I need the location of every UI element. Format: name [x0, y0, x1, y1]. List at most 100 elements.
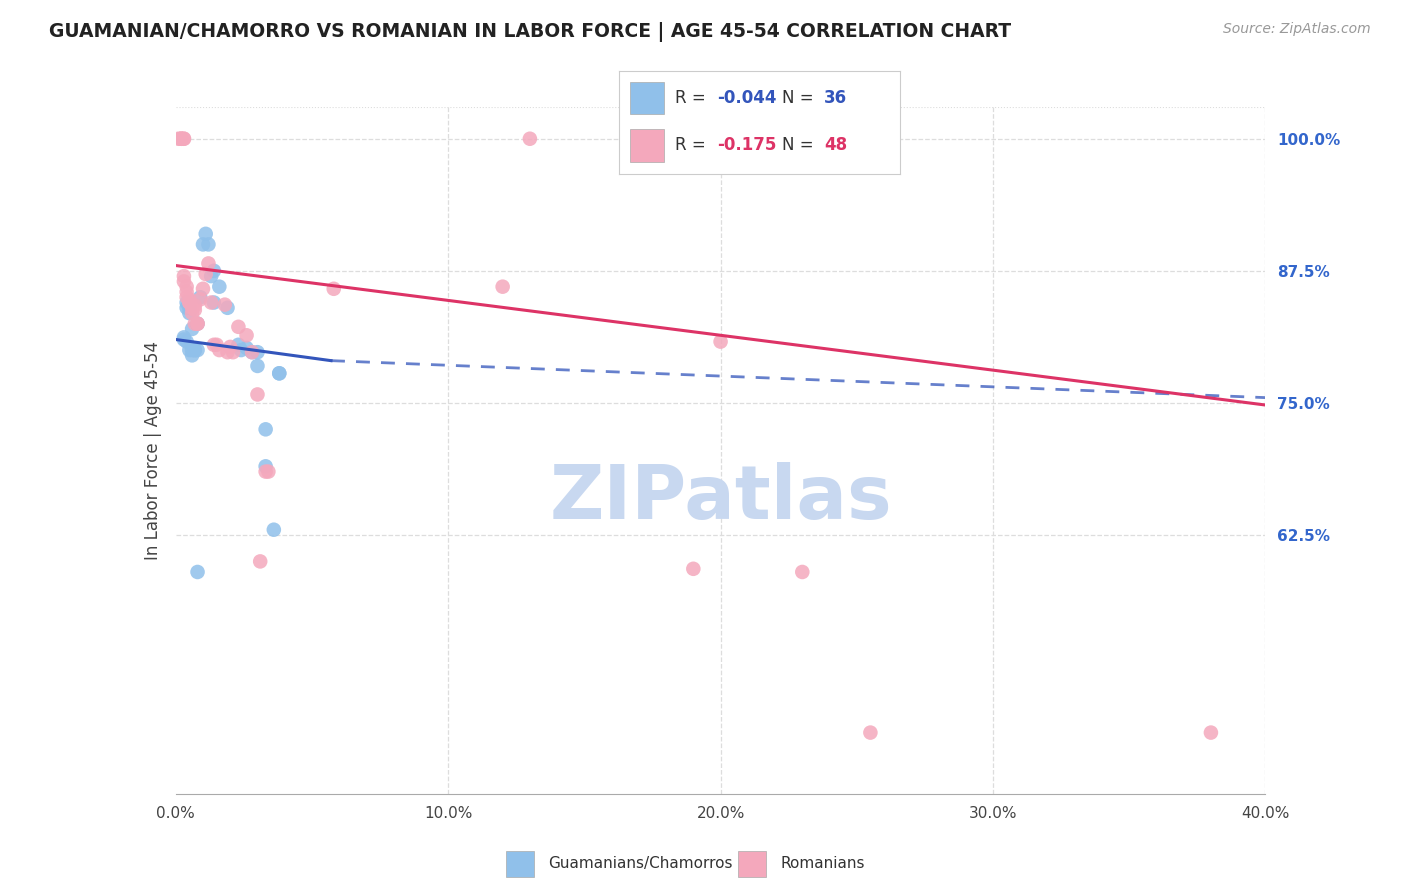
- Point: [519, 132, 541, 146]
- Text: GUAMANIAN/CHAMORRO VS ROMANIAN IN LABOR FORCE | AGE 45-54 CORRELATION CHART: GUAMANIAN/CHAMORRO VS ROMANIAN IN LABOR …: [49, 22, 1011, 42]
- Point: [235, 341, 257, 355]
- Point: [859, 725, 882, 739]
- Point: [246, 359, 269, 373]
- Point: [179, 343, 201, 357]
- Point: [222, 345, 245, 359]
- Point: [200, 269, 222, 284]
- Point: [249, 554, 271, 568]
- Point: [205, 338, 228, 352]
- Point: [170, 132, 193, 146]
- Point: [246, 387, 269, 401]
- Point: [167, 132, 190, 146]
- Text: Romanians: Romanians: [780, 855, 865, 871]
- Point: [194, 267, 217, 281]
- Point: [710, 334, 733, 349]
- Point: [682, 562, 704, 576]
- Point: [228, 338, 250, 352]
- Point: [202, 338, 225, 352]
- Point: [235, 328, 257, 343]
- Point: [173, 333, 195, 347]
- Point: [186, 565, 209, 579]
- Point: [179, 301, 201, 315]
- Point: [181, 348, 204, 362]
- Point: [170, 132, 193, 146]
- Point: [197, 237, 219, 252]
- Point: [269, 367, 291, 381]
- Point: [228, 319, 250, 334]
- Bar: [630, 128, 664, 161]
- Text: ZIPatlas: ZIPatlas: [550, 462, 891, 535]
- Point: [254, 465, 277, 479]
- Text: -0.044: -0.044: [717, 89, 776, 107]
- Y-axis label: In Labor Force | Age 45-54: In Labor Force | Age 45-54: [143, 341, 162, 560]
- Point: [179, 295, 201, 310]
- Point: [179, 306, 201, 320]
- Text: -0.175: -0.175: [717, 136, 776, 154]
- Point: [179, 293, 201, 307]
- Point: [217, 345, 239, 359]
- Point: [186, 317, 209, 331]
- Point: [186, 317, 209, 331]
- Point: [202, 264, 225, 278]
- Point: [181, 343, 204, 357]
- Text: 48: 48: [824, 136, 846, 154]
- Point: [194, 227, 217, 241]
- Point: [269, 367, 291, 381]
- Text: N =: N =: [782, 136, 818, 154]
- Point: [188, 290, 211, 304]
- Point: [184, 317, 207, 331]
- Point: [176, 295, 198, 310]
- Text: Guamanians/Chamorros: Guamanians/Chamorros: [548, 855, 733, 871]
- Point: [240, 345, 263, 359]
- Point: [208, 343, 231, 357]
- Point: [214, 298, 236, 312]
- Point: [173, 132, 195, 146]
- Point: [219, 340, 242, 354]
- Text: N =: N =: [782, 89, 818, 107]
- Point: [176, 301, 198, 315]
- Point: [231, 343, 253, 357]
- Point: [792, 565, 814, 579]
- Point: [188, 293, 211, 307]
- Point: [181, 322, 204, 336]
- Text: Source: ZipAtlas.com: Source: ZipAtlas.com: [1223, 22, 1371, 37]
- Point: [176, 334, 198, 349]
- Point: [184, 299, 207, 313]
- Point: [176, 285, 198, 299]
- Point: [176, 290, 198, 304]
- Point: [492, 279, 515, 293]
- Point: [208, 279, 231, 293]
- Point: [179, 295, 201, 310]
- Text: 36: 36: [824, 89, 846, 107]
- Point: [322, 282, 344, 296]
- Point: [240, 345, 263, 359]
- Point: [170, 132, 193, 146]
- Bar: [630, 81, 664, 114]
- Point: [217, 301, 239, 315]
- Point: [181, 306, 204, 320]
- Point: [176, 279, 198, 293]
- Point: [173, 274, 195, 288]
- Text: R =: R =: [675, 89, 711, 107]
- Point: [173, 330, 195, 344]
- Bar: [506, 851, 534, 877]
- Point: [191, 237, 214, 252]
- Point: [184, 302, 207, 317]
- Point: [200, 295, 222, 310]
- Point: [1199, 725, 1222, 739]
- Point: [184, 343, 207, 357]
- Point: [186, 343, 209, 357]
- Point: [202, 295, 225, 310]
- Point: [263, 523, 285, 537]
- Point: [173, 132, 195, 146]
- Point: [191, 282, 214, 296]
- Point: [181, 301, 204, 315]
- Text: R =: R =: [675, 136, 711, 154]
- Point: [254, 422, 277, 436]
- Point: [197, 256, 219, 270]
- Point: [184, 343, 207, 357]
- Point: [246, 345, 269, 359]
- Point: [254, 459, 277, 474]
- Point: [173, 269, 195, 284]
- Bar: [738, 851, 766, 877]
